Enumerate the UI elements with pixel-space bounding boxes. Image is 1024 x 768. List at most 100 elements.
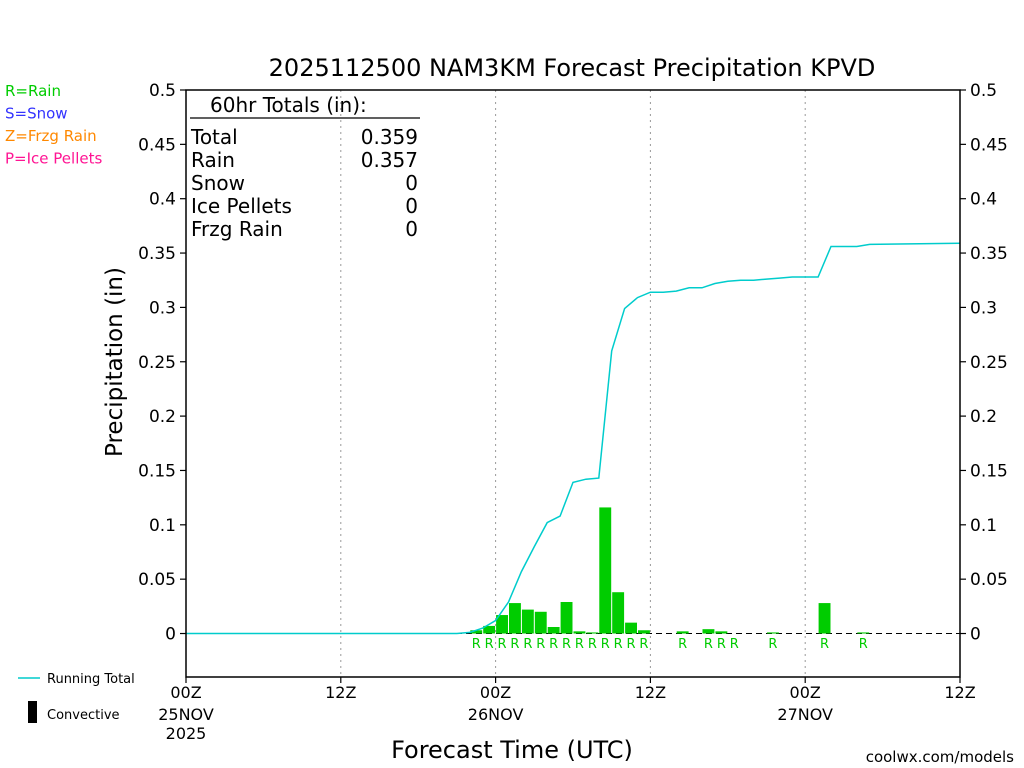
x-axis-label: Forecast Time (UTC)	[391, 736, 633, 764]
type-legend-item: S=Snow	[5, 105, 68, 123]
totals-row-label: Rain	[191, 148, 235, 172]
y-tick-label-left: 0.25	[138, 353, 176, 373]
y-tick-label-right: 0.4	[970, 190, 997, 210]
legend-convective-swatch	[28, 701, 37, 723]
rain-bar	[612, 592, 625, 634]
y-tick-label-left: 0.1	[149, 516, 176, 536]
y-tick-label-right: 0.45	[970, 135, 1008, 155]
running-total-line	[186, 242, 961, 635]
y-tick-label-left: 0.35	[138, 244, 176, 264]
precip-bars	[470, 507, 870, 634]
ptype-marker-rain: R	[627, 637, 636, 652]
plot-frame	[185, 89, 961, 678]
y-tick-label-right: 0.05	[970, 570, 1008, 590]
rain-bar	[767, 632, 779, 634]
totals-row-value: 0	[405, 171, 418, 195]
y-axis-label: Precipitation (in)	[102, 267, 128, 457]
x-tick-label: 12Z	[944, 683, 975, 702]
ptype-marker-rain: R	[639, 637, 648, 652]
rain-bar	[599, 507, 612, 634]
y-tick-label-right: 0.3	[970, 298, 997, 318]
rain-bar	[483, 625, 496, 634]
type-legend-item: Z=Frzg Rain	[5, 127, 97, 145]
ptype-marker-rain: R	[575, 637, 584, 652]
x-tick-year: 2025	[166, 724, 207, 743]
rain-bar	[521, 609, 534, 634]
ptype-marker-rain: R	[510, 637, 519, 652]
rain-bar	[573, 631, 586, 634]
x-tick-label: 00Z	[480, 683, 511, 702]
ptype-marker-rain: R	[472, 637, 481, 652]
type-legend-item: R=Rain	[5, 82, 61, 100]
totals-row-value: 0	[405, 194, 418, 218]
x-tick-label: 00Z	[170, 683, 201, 702]
ptype-marker-rain: R	[678, 637, 687, 652]
ptype-marker-rain: R	[730, 637, 739, 652]
legend-label: Convective	[47, 708, 120, 723]
rain-bar	[534, 611, 547, 634]
rain-bar	[586, 632, 599, 634]
totals-row-label: Snow	[191, 171, 245, 195]
y-tick-label-left: 0.2	[149, 407, 176, 427]
y-tick-label-left: 0.5	[149, 81, 176, 101]
rain-bar	[470, 630, 483, 634]
axes	[180, 89, 966, 683]
y-tick-label-left: 0.4	[149, 190, 176, 210]
totals-row-value: 0	[405, 217, 418, 241]
x-tick-label: 12Z	[635, 683, 666, 702]
y-tick-label-left: 0.15	[138, 461, 176, 481]
rain-bar	[638, 630, 650, 634]
ptype-marker-rain: R	[549, 637, 558, 652]
legend: R=Rain S=Snow Z=Frzg Rain P=Ice Pellets Runn…	[5, 82, 135, 723]
y-tick-label-left: 0.3	[149, 298, 176, 318]
chart-title: 2025112500 NAM3KM Forecast Precipitation…	[269, 54, 876, 82]
y-tick-label-right: 0.25	[970, 353, 1008, 373]
y-tick-label-left: 0	[165, 625, 176, 645]
tick-labels: 0.5 0.5 0.45 0.45 0.4 0.4 0.35 0.35 0.3 0.3 0.25 0.…	[138, 81, 1008, 743]
totals-row-label: Total	[190, 125, 238, 149]
x-tick-label: 00Z	[790, 683, 821, 702]
ptype-marker-rain: R	[768, 637, 777, 652]
totals-heading: 60hr Totals (in):	[210, 93, 367, 117]
credit-text: coolwx.com/models	[866, 748, 1014, 766]
ptype-marker-rain: R	[498, 637, 507, 652]
ptype-marker-rain: R	[485, 637, 494, 652]
ptype-marker-rain: R	[588, 637, 597, 652]
ptype-marker-rain: R	[859, 637, 868, 652]
x-tick-date: 27NOV	[777, 705, 833, 724]
totals-row-label: Frzg Rain	[191, 217, 283, 241]
y-tick-label-right: 0.1	[970, 516, 997, 536]
rain-bar	[496, 615, 508, 634]
rain-bar	[509, 603, 521, 634]
y-tick-label-left: 0.05	[138, 570, 176, 590]
rain-bar	[715, 631, 728, 634]
ptype-marker-rain: R	[562, 637, 571, 652]
rain-bar	[560, 601, 573, 634]
ptype-marker-rain: R	[820, 637, 829, 652]
ptype-marker-rain: R	[704, 637, 713, 652]
totals-row-label: Ice Pellets	[191, 194, 292, 218]
legend-label: Running Total	[47, 672, 135, 687]
ptype-marker-rain: R	[614, 637, 623, 652]
y-tick-label-right: 0.5	[970, 81, 997, 101]
x-tick-date: 26NOV	[468, 705, 524, 724]
x-tick-label: 12Z	[325, 683, 356, 702]
totals-row-value: 0.359	[361, 125, 418, 149]
running-total-series	[186, 242, 961, 635]
ptype-marker-rain: R	[536, 637, 545, 652]
rain-bar	[676, 631, 689, 634]
y-tick-label-right: 0.2	[970, 407, 997, 427]
y-tick-label-right: 0	[970, 625, 981, 645]
ptype-marker-rain: R	[717, 637, 726, 652]
totals-box: 60hr Totals (in): Total 0.359 Rain 0.357 Snow…	[190, 93, 420, 241]
y-tick-label-right: 0.15	[970, 461, 1008, 481]
rain-bar	[702, 629, 715, 634]
gridlines	[186, 90, 960, 677]
ptype-marker-rain: R	[523, 637, 532, 652]
rain-bar	[625, 622, 637, 634]
totals-row-value: 0.357	[361, 148, 418, 172]
rain-bar	[547, 626, 560, 634]
rain-bar	[857, 632, 870, 634]
